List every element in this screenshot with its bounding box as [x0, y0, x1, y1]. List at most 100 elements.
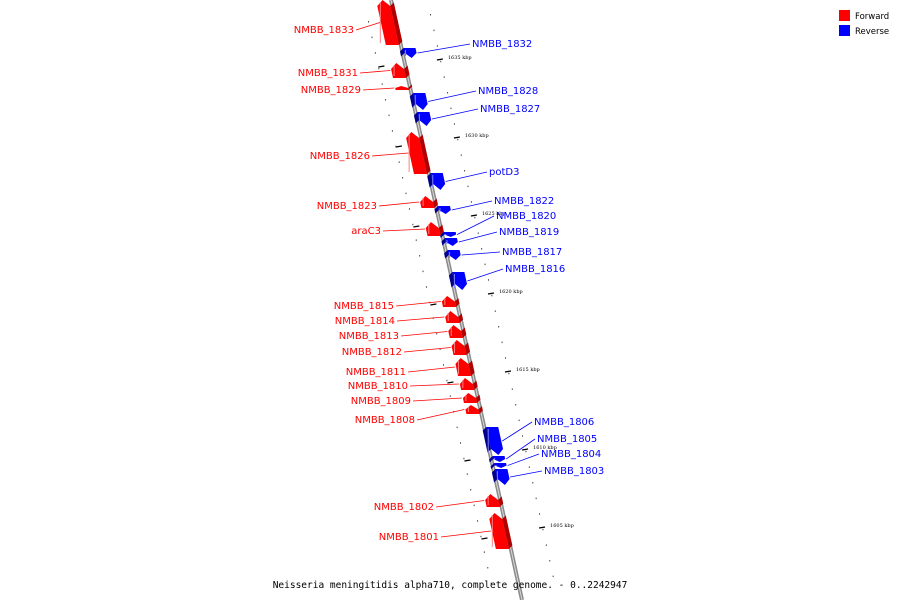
gene-label[interactable]: NMBB_1828 — [478, 86, 538, 97]
scale-dot — [374, 52, 376, 54]
scale-dot — [552, 575, 554, 578]
scale-dot — [473, 504, 475, 507]
gene-leader-line — [355, 22, 381, 31]
gene-leader-line — [428, 90, 477, 102]
gene-label[interactable]: NMBB_1832 — [472, 39, 532, 50]
gene-label[interactable]: NMBB_1815 — [334, 301, 394, 312]
reverse-gene-NMBB_1804[interactable] — [490, 463, 507, 469]
scale-dot — [460, 442, 462, 444]
gene-label[interactable]: NMBB_1829 — [301, 85, 361, 96]
gene-label[interactable]: NMBB_1809 — [351, 396, 411, 407]
gene-label[interactable]: NMBB_1808 — [355, 415, 415, 426]
gene-side — [498, 496, 504, 507]
reverse-gene-NMBB_1828[interactable] — [409, 93, 428, 110]
gene-label[interactable]: NMBB_1816 — [505, 264, 565, 275]
reverse-gene-NMBB_1822[interactable] — [434, 206, 451, 214]
gene-side — [468, 360, 475, 376]
forward-gene-NMBB_1831[interactable] — [391, 63, 410, 78]
gene-body — [465, 405, 480, 414]
gene-label[interactable]: NMBB_1813 — [339, 331, 399, 342]
gene-label[interactable]: NMBB_1803 — [544, 466, 604, 477]
scale-tick-mark-left — [413, 225, 420, 228]
forward-gene-NMBB_1813[interactable] — [448, 325, 467, 338]
scale-dot — [501, 341, 503, 344]
scale-dot — [430, 14, 432, 16]
reverse-gene-NMBB_1816[interactable] — [448, 272, 468, 290]
gene-label[interactable]: NMBB_1805 — [537, 434, 597, 445]
reverse-gene-NMBB_1819[interactable] — [441, 238, 458, 246]
gene-label[interactable]: NMBB_1814 — [335, 316, 395, 327]
scale-dot — [504, 357, 506, 359]
reverse-gene-NMBB_1803[interactable] — [491, 469, 510, 485]
gene-label[interactable]: potD3 — [489, 167, 519, 178]
gene-label[interactable]: NMBB_1822 — [494, 196, 554, 207]
gene-label[interactable]: araC3 — [351, 226, 381, 237]
forward-gene-NMBB_1826[interactable] — [406, 132, 431, 174]
reverse-gene-NMBB_1827[interactable] — [413, 112, 432, 126]
scale-dot — [457, 138, 459, 141]
scale-dot — [542, 528, 544, 531]
gene-side — [461, 327, 467, 338]
forward-gene-NMBB_1801[interactable] — [489, 513, 513, 549]
gene-label[interactable]: NMBB_1819 — [499, 227, 559, 238]
forward-gene-NMBB_1815[interactable] — [441, 296, 460, 307]
scale-dot — [460, 154, 462, 156]
reverse-gene-NMBB_1820[interactable] — [440, 232, 457, 238]
scale-dot — [391, 130, 393, 132]
scale-tick-label: 1610 kbp — [533, 445, 557, 451]
forward-gene-NMBB_1823[interactable] — [420, 196, 438, 208]
scale-dot — [515, 404, 517, 406]
forward-gene-NMBB_1808[interactable] — [465, 405, 483, 414]
forward-gene-NMBB_1812[interactable] — [451, 340, 471, 355]
gene-leader-line — [416, 409, 465, 421]
scale-dot — [398, 161, 400, 163]
gene-label[interactable]: NMBB_1831 — [298, 68, 358, 79]
forward-gene-NMBB_1833[interactable] — [377, 0, 403, 45]
forward-gene-NMBB_1829[interactable] — [395, 84, 413, 91]
scale-dot — [442, 364, 444, 366]
gene-label[interactable]: NMBB_1802 — [374, 502, 434, 513]
reverse-gene-NMBB_1817[interactable] — [444, 250, 461, 260]
gene-label[interactable]: NMBB_1820 — [496, 211, 556, 222]
gene-label[interactable]: NMBB_1823 — [317, 201, 377, 212]
gene-label[interactable]: NMBB_1826 — [310, 151, 370, 162]
gene-side — [489, 456, 494, 463]
scale-dot — [443, 76, 445, 78]
gene-body — [485, 494, 500, 507]
gene-leader-line — [510, 470, 543, 478]
forward-gene-NMBB_1814[interactable] — [445, 311, 464, 323]
gene-label[interactable]: NMBB_1801 — [379, 532, 439, 543]
gene-leader-line — [395, 301, 441, 307]
forward-gene-NMBB_1810[interactable] — [459, 378, 478, 390]
gene-leader-line — [467, 268, 504, 282]
forward-gene-NMBB_1809[interactable] — [462, 393, 481, 403]
scale-tick-mark-left — [447, 381, 454, 384]
gene-label[interactable]: NMBB_1827 — [480, 104, 540, 115]
scale-dot — [415, 239, 417, 241]
scale-dot — [436, 333, 438, 335]
scale-dot — [378, 67, 380, 70]
scale-dot — [470, 489, 472, 491]
gene-body — [492, 456, 506, 462]
scale-tick-label: 1630 kbp — [465, 133, 489, 139]
scale-tick-mark — [487, 292, 495, 295]
gene-label[interactable]: NMBB_1812 — [342, 347, 402, 358]
gene-label[interactable]: NMBB_1811 — [346, 367, 406, 378]
gene-label[interactable]: NMBB_1810 — [348, 381, 408, 392]
gene-leader-line — [371, 152, 409, 157]
gene-body — [447, 250, 461, 260]
gene-leader-line — [400, 331, 448, 337]
gene-label[interactable]: NMBB_1833 — [294, 25, 354, 36]
forward-gene-NMBB_1811[interactable] — [455, 358, 475, 376]
gene-label[interactable]: NMBB_1804 — [541, 449, 601, 460]
reverse-gene-NMBB_1805[interactable] — [489, 456, 506, 463]
gene-label[interactable]: NMBB_1806 — [534, 417, 594, 428]
scale-dot — [539, 513, 541, 515]
reverse-gene-NMBB_1806[interactable] — [482, 427, 504, 455]
reverse-gene-NMBB_1832[interactable] — [399, 48, 417, 58]
reverse-gene-potD3[interactable] — [427, 173, 446, 190]
gene-label[interactable]: NMBB_1817 — [502, 247, 562, 258]
forward-gene-NMBB_1802[interactable] — [485, 494, 504, 507]
scale-dot — [446, 379, 448, 382]
gene-body — [391, 63, 407, 78]
